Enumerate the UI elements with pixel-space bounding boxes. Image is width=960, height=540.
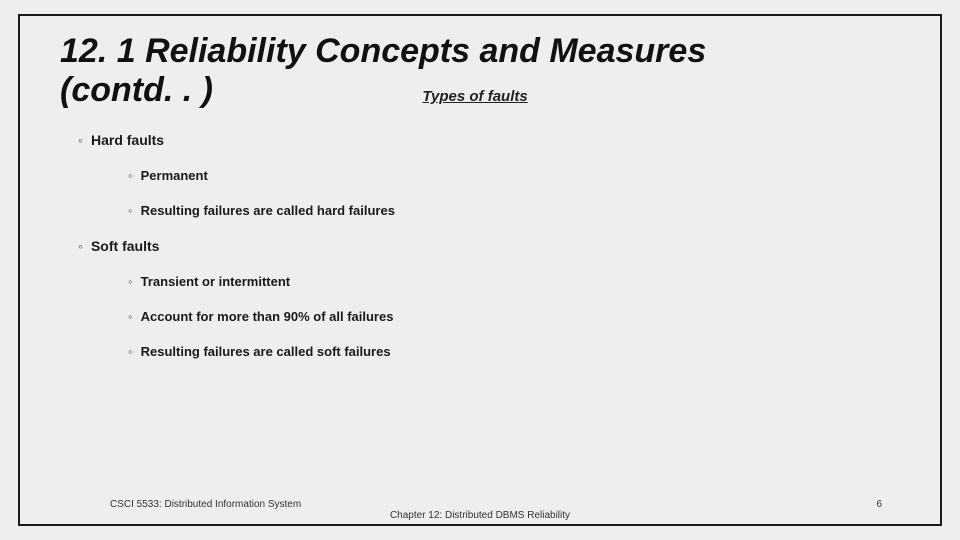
bullet-soft-faults: Soft faults bbox=[68, 238, 900, 254]
footer-left: CSCI 5533: Distributed Information Syste… bbox=[110, 499, 301, 510]
bullet-hard-resulting: Resulting failures are called hard failu… bbox=[68, 203, 900, 218]
title-second-row: (contd. . ) Types of faults bbox=[60, 71, 900, 110]
bullet-soft-transient: Transient or intermittent bbox=[68, 274, 900, 289]
slide-container: 12. 1 Reliability Concepts and Measures … bbox=[0, 0, 960, 540]
slide-title-line2: (contd. . ) bbox=[60, 71, 213, 109]
footer-page-number: 6 bbox=[876, 499, 882, 510]
bullet-soft-resulting: Resulting failures are called soft failu… bbox=[68, 344, 900, 359]
content-area: Hard faults Permanent Resulting failures… bbox=[60, 132, 900, 359]
title-block: 12. 1 Reliability Concepts and Measures … bbox=[60, 32, 900, 110]
slide-title-line1: 12. 1 Reliability Concepts and Measures bbox=[60, 32, 900, 71]
footer-center: Chapter 12: Distributed DBMS Reliability bbox=[60, 510, 900, 521]
slide-subtitle: Types of faults bbox=[422, 88, 527, 105]
bullet-hard-permanent: Permanent bbox=[68, 168, 900, 183]
bullet-soft-account: Account for more than 90% of all failure… bbox=[68, 309, 900, 324]
bullet-hard-faults: Hard faults bbox=[68, 132, 900, 148]
slide-inner-frame: 12. 1 Reliability Concepts and Measures … bbox=[18, 14, 942, 526]
